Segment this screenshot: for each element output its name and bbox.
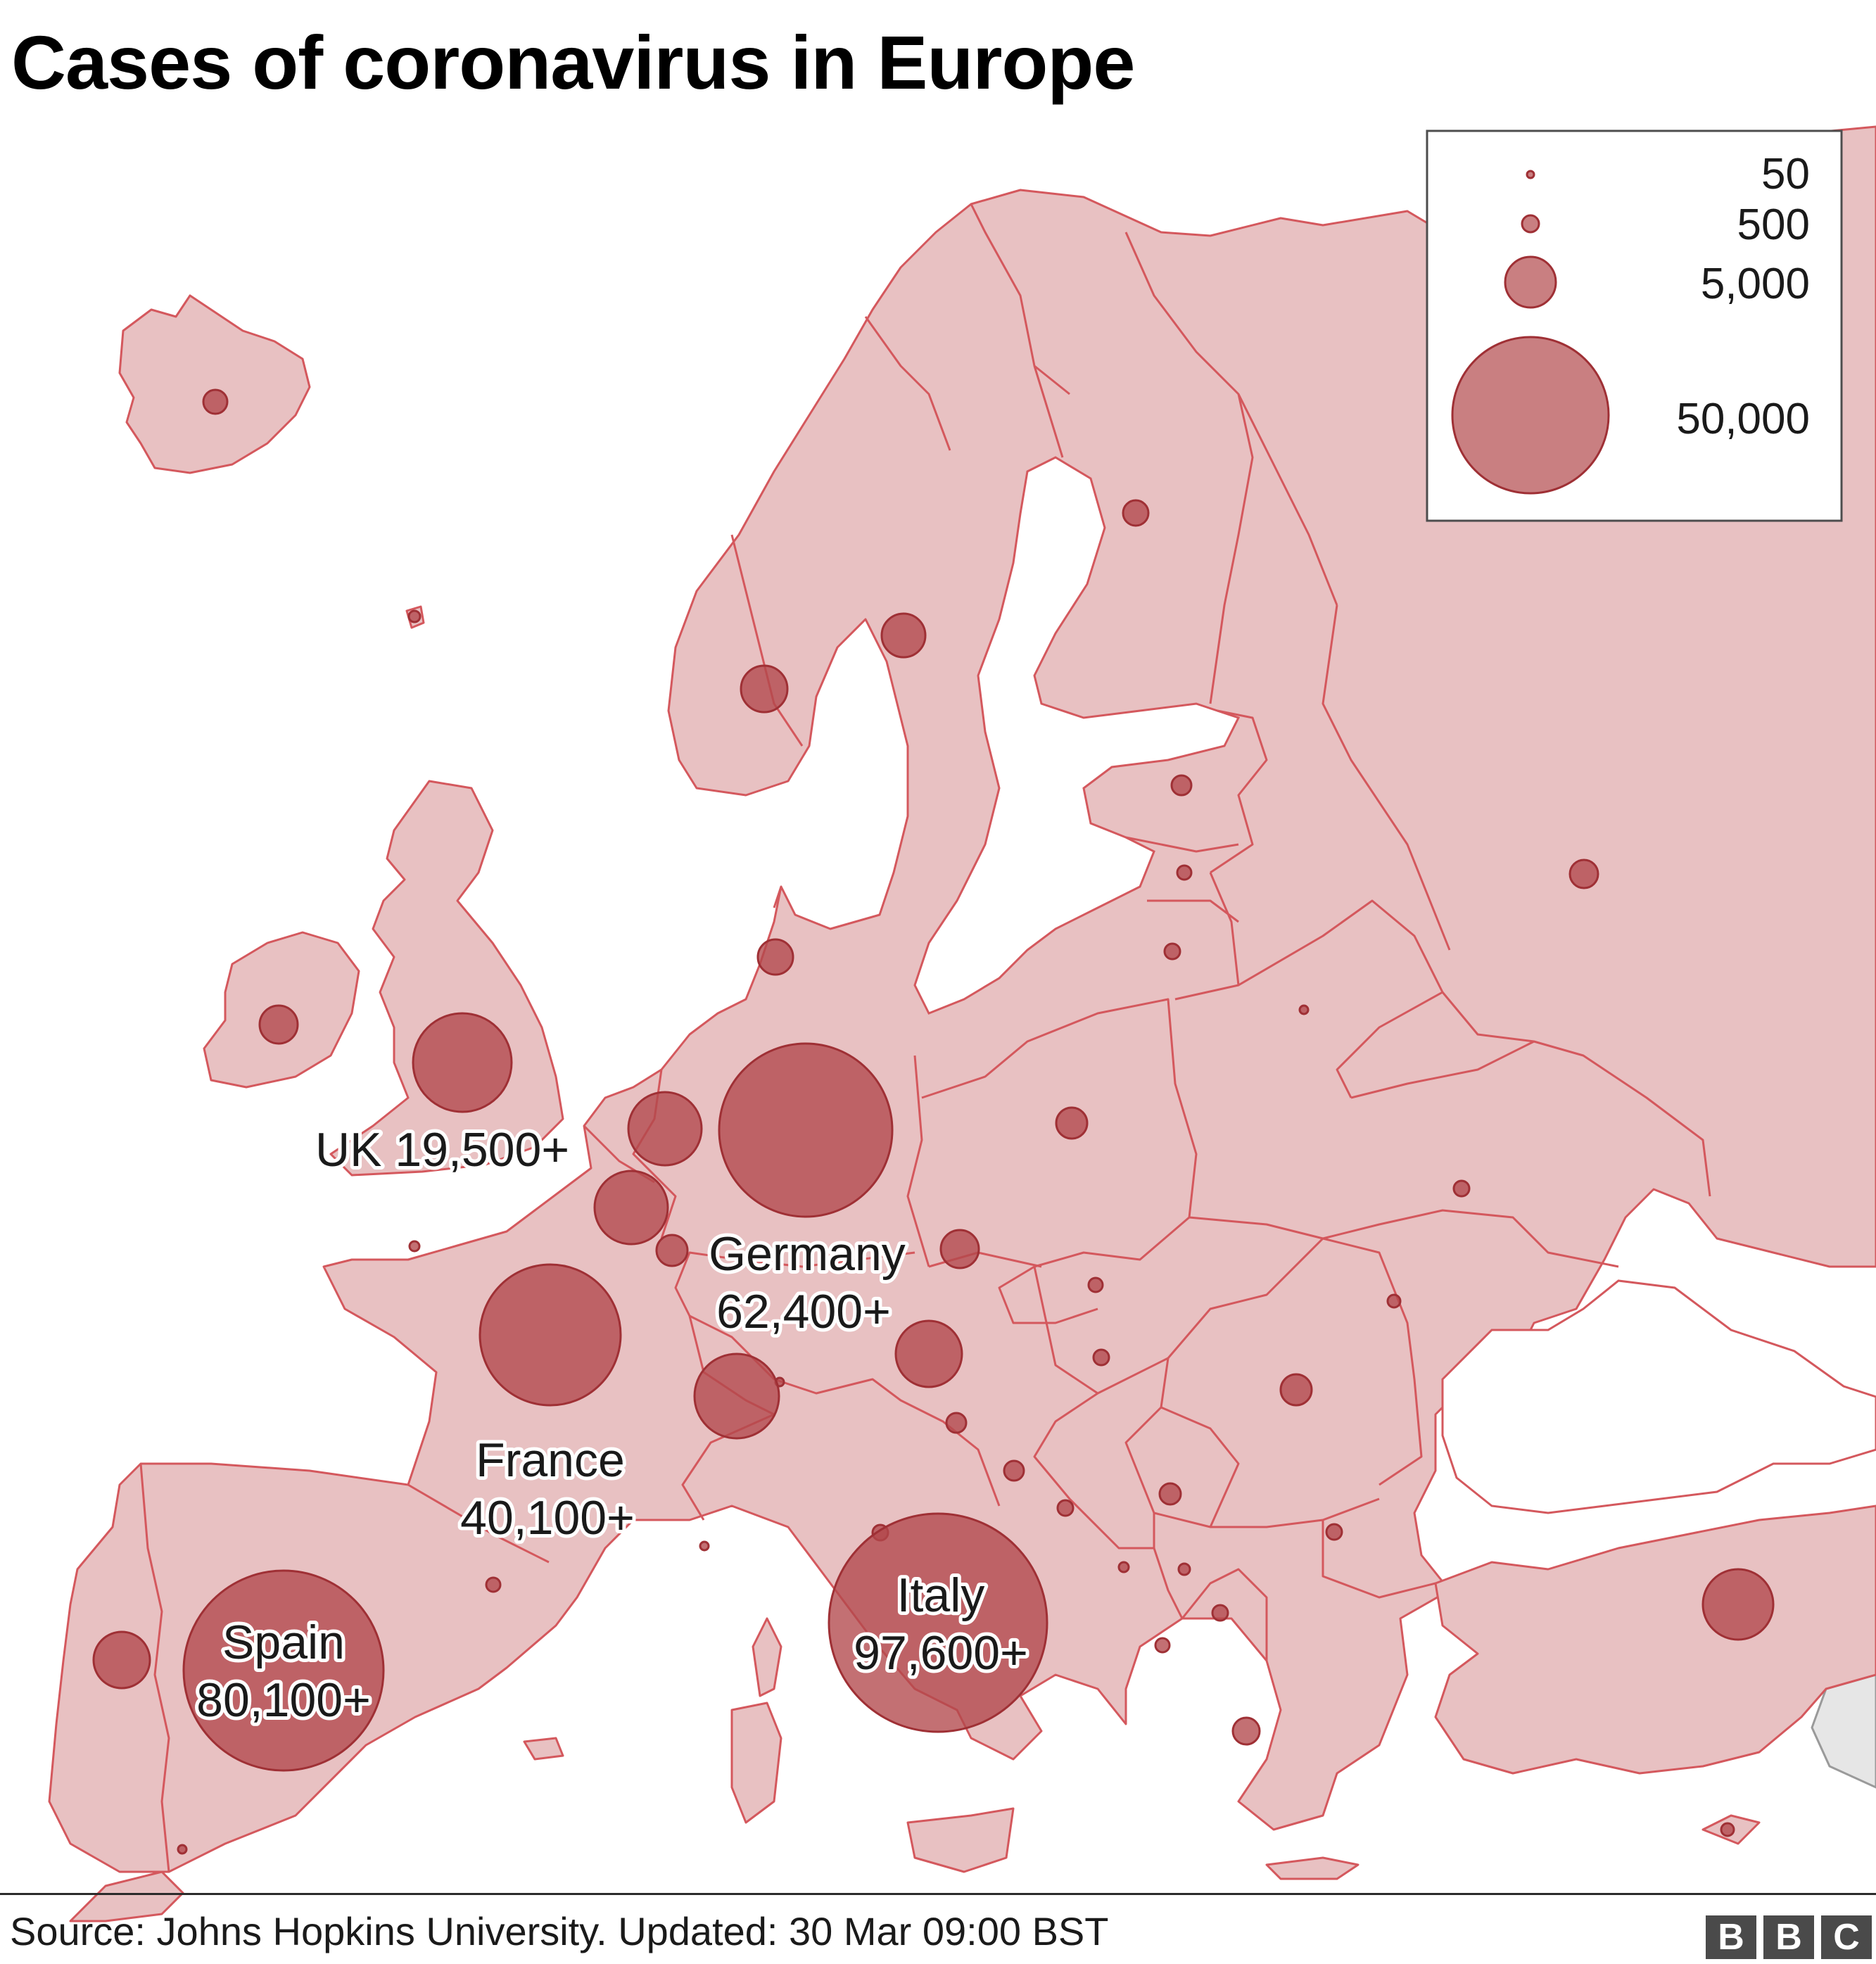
bubble-spain [182, 1569, 385, 1772]
bubble-ireland [258, 1004, 299, 1045]
legend: 50 500 5,000 50,000 [1426, 129, 1843, 522]
bubble-slovenia [945, 1412, 968, 1434]
bbc-logo-letter: B [1706, 1915, 1756, 1959]
bbc-logo-letter: B [1763, 1915, 1814, 1959]
bubble-gibraltar [177, 1844, 188, 1855]
black-sea [1441, 1279, 1876, 1514]
bubble-bulgaria [1325, 1523, 1343, 1541]
bubble-andorra [485, 1576, 502, 1593]
label-italy-value: 97,600+ [854, 1626, 1028, 1680]
bubble-uk [412, 1012, 513, 1113]
bubble-norway [740, 664, 789, 714]
bubble-hungary [1092, 1348, 1110, 1367]
label-france-value: 40,100+ [460, 1491, 635, 1545]
label-france-name: France [476, 1433, 625, 1487]
bubble-kosovo [1177, 1562, 1191, 1576]
legend-bubble-50000 [1451, 336, 1610, 495]
legend-label-500: 500 [1737, 201, 1810, 249]
label-germany-name: Germany [709, 1227, 906, 1281]
land-crete [1265, 1856, 1360, 1880]
bubble-greece [1231, 1716, 1261, 1746]
bubble-austria [894, 1319, 963, 1388]
map-title: Cases of coronavirus in Europe [11, 20, 1135, 105]
bubble-bosnia [1056, 1499, 1075, 1517]
bubble-jersey [408, 1240, 421, 1253]
bubble-croatia [1003, 1459, 1025, 1482]
bubble-monaco [699, 1540, 710, 1552]
bubble-cyprus [1720, 1822, 1735, 1837]
bubble-belarus [1298, 1004, 1310, 1015]
bubble-faroe [407, 609, 422, 623]
bubble-denmark [756, 938, 794, 976]
legend-label-50000: 50,000 [1676, 395, 1810, 443]
land-turkey [1434, 1504, 1876, 1775]
bubble-estonia [1170, 774, 1193, 797]
bubble-sweden [880, 612, 927, 659]
legend-label-50: 50 [1761, 150, 1810, 198]
land-sicily [906, 1807, 1015, 1873]
bubble-romania [1279, 1373, 1313, 1407]
bubble-germany [718, 1042, 894, 1218]
bubble-serbia [1158, 1482, 1182, 1506]
bubble-moldova [1386, 1293, 1402, 1309]
bubble-czechia [939, 1229, 980, 1269]
bubble-latvia [1176, 864, 1193, 881]
bubble-montenegro [1117, 1561, 1130, 1573]
label-spain-value: 80,100+ [196, 1673, 371, 1727]
legend-bubble-5000 [1504, 255, 1557, 309]
bubble-albania [1154, 1637, 1171, 1654]
bubble-north-macedonia [1211, 1604, 1229, 1622]
bubble-italy [828, 1512, 1048, 1733]
bubble-iceland [202, 388, 229, 415]
land-corsica [752, 1617, 782, 1697]
land-great-britain [329, 780, 564, 1177]
bubble-russia [1568, 859, 1599, 889]
bubble-slovakia [1087, 1276, 1104, 1293]
country-labels: UK 19,500+ Germany 62,400+ France 40,100… [193, 1120, 1032, 1730]
bubble-poland [1055, 1106, 1089, 1140]
label-uk: UK 19,500+ [315, 1123, 569, 1177]
bubble-switzerland [693, 1352, 780, 1440]
footer-divider [0, 1893, 1876, 1895]
baltic-sea [913, 456, 1241, 1015]
case-bubbles [92, 388, 1775, 1855]
bbc-logo: B B C [1706, 1915, 1872, 1959]
bubble-finland [1122, 499, 1150, 527]
bubble-france [478, 1263, 622, 1407]
source-note: Source: Johns Hopkins University. Update… [10, 1909, 1109, 1953]
label-spain-name: Spain [222, 1616, 345, 1669]
bubble-lithuania [1163, 942, 1181, 961]
label-italy-name: Italy [897, 1569, 985, 1622]
label-germany-value: 62,400+ [716, 1285, 891, 1338]
bubble-netherlands [627, 1091, 703, 1167]
legend-label-5000: 5,000 [1701, 260, 1810, 308]
land-sardinia [730, 1702, 782, 1824]
legend-bubble-50 [1526, 170, 1535, 179]
bubble-turkey [1701, 1568, 1775, 1641]
bubble-luxembourg [655, 1234, 689, 1267]
land-iceland [118, 294, 311, 474]
bubble-belgium [593, 1170, 669, 1246]
bbc-logo-letter: C [1821, 1915, 1872, 1959]
land-balearic [523, 1737, 564, 1761]
bubble-ukraine [1452, 1179, 1471, 1198]
bubble-portugal [92, 1630, 151, 1690]
legend-bubble-500 [1521, 214, 1540, 234]
